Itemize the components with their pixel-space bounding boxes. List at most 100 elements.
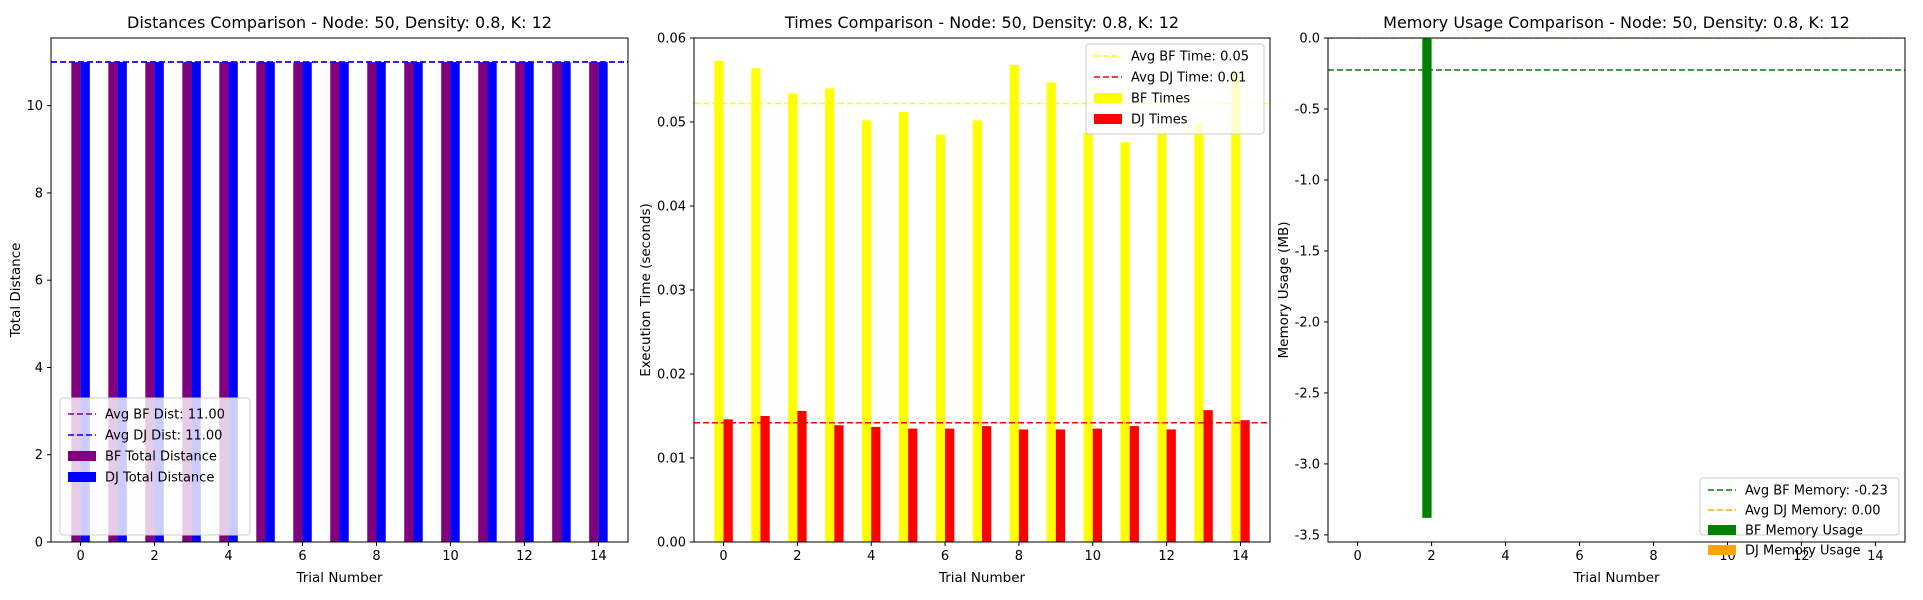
- bar-dj-total-distance-6: [302, 62, 312, 542]
- x-tick-label: 12: [1793, 549, 1810, 564]
- x-axis-label: Trial Number: [295, 570, 383, 586]
- bar-bf-total-distance-9: [404, 62, 414, 542]
- y-tick-label: 4: [35, 361, 43, 376]
- bar-bf-total-distance-5: [256, 62, 266, 542]
- bar-bf-times-11: [1120, 142, 1130, 542]
- y-tick-label: 0.03: [657, 284, 686, 299]
- legend-bar-swatch: [1094, 114, 1122, 124]
- y-tick-label: 0.04: [657, 200, 686, 215]
- legend-entry-label: DJ Memory Usage: [1745, 544, 1860, 559]
- y-tick-label: 0: [35, 536, 43, 551]
- y-tick-label: -0.5: [1295, 102, 1320, 117]
- x-axis-label: Trial Number: [938, 570, 1026, 586]
- bar-dj-total-distance-5: [265, 62, 275, 542]
- bar-bf-total-distance-14: [589, 62, 599, 542]
- x-tick-label: 10: [1084, 549, 1101, 564]
- chart-panel-3: 0 2 4 6 8 10 12 140.0-0.5-1.0-1.5-2.0-2.5-3.0-3…: [1276, 13, 1906, 586]
- x-tick-label: 6: [941, 549, 949, 564]
- legend-bar-swatch: [1094, 93, 1122, 103]
- bar-dj-times-12: [1166, 429, 1176, 542]
- y-tick-label: -2.0: [1295, 315, 1320, 330]
- y-tick-label: 6: [35, 274, 43, 289]
- y-axis-label: Total Distance: [8, 243, 24, 339]
- bar-bf-times-8: [1009, 64, 1019, 542]
- legend-entry-label: BF Times: [1131, 92, 1190, 107]
- bar-bf-total-distance-4: [219, 62, 229, 542]
- legend-entry-label: Avg BF Time: 0.05: [1131, 50, 1249, 65]
- bar-dj-total-distance-10: [450, 62, 460, 542]
- x-tick-label: 0: [76, 549, 84, 564]
- bar-bf-total-distance-6: [293, 62, 303, 542]
- x-tick-label: 6: [298, 549, 306, 564]
- y-tick-label: -3.0: [1295, 457, 1320, 472]
- legend-bar-swatch: [1708, 525, 1736, 535]
- y-tick-label: 10: [26, 99, 43, 114]
- bar-dj-times-1: [760, 416, 770, 542]
- x-tick-label: 14: [590, 549, 607, 564]
- legend-box: [59, 397, 251, 536]
- bar-bf-total-distance-8: [367, 62, 377, 542]
- y-axis-label: Execution Time (seconds): [638, 203, 654, 377]
- legend-entry-label: DJ Total Distance: [105, 471, 214, 486]
- y-tick-label: -1.5: [1295, 244, 1320, 259]
- legend-entry-label: Avg BF Memory: -0.23: [1745, 484, 1888, 499]
- x-tick-label: 10: [442, 549, 459, 564]
- bar-dj-total-distance-12: [524, 62, 534, 542]
- bar-bf-times-3: [825, 88, 835, 542]
- axes-frame: [50, 37, 629, 543]
- bar-dj-times-9: [1055, 429, 1066, 542]
- bar-dj-total-distance-9: [413, 62, 423, 542]
- bar-bf-times-9: [1046, 82, 1056, 542]
- x-axis-label: Trial Number: [1572, 570, 1660, 586]
- bar-bf-total-distance-13: [552, 62, 562, 542]
- bar-dj-times-5: [908, 428, 918, 542]
- bar-dj-times-14: [1240, 420, 1250, 542]
- bar-bf-total-distance-2: [145, 62, 155, 542]
- legend: Avg BF Dist: 11.00 Avg DJ Dist: 11.00 BF T…: [59, 397, 251, 536]
- legend: Avg BF Memory: -0.23 Avg DJ Memory: 0.00 B…: [1699, 477, 1900, 559]
- bar-bf-total-distance-12: [515, 62, 525, 542]
- bar-dj-times-10: [1092, 428, 1102, 542]
- y-tick-label: 0.00: [657, 536, 686, 551]
- x-tick-label: 12: [516, 549, 533, 564]
- bar-bf-times-7: [972, 120, 982, 542]
- chart-title: Memory Usage Comparison - Node: 50, Dens…: [1383, 13, 1850, 32]
- legend-entry-label: Avg DJ Memory: 0.00: [1745, 504, 1881, 519]
- bar-dj-times-6: [945, 428, 955, 542]
- bar-dj-times-11: [1129, 426, 1139, 542]
- x-tick-label: 6: [1575, 549, 1583, 564]
- x-tick-label: 14: [1867, 549, 1884, 564]
- y-tick-label: 0.06: [657, 32, 686, 47]
- bar-bf-times-13: [1194, 122, 1204, 542]
- bar-dj-times-0: [723, 419, 733, 542]
- bar-bf-times-5: [898, 111, 909, 542]
- bar-bf-total-distance-0: [71, 62, 81, 542]
- chart-panel-1: 0 2 4 6 8 10 12 14 0 2 4 6 8 10 Distances Comparison -…: [8, 13, 629, 586]
- x-tick-label: 14: [1232, 549, 1249, 564]
- legend-entry-label: DJ Times: [1131, 113, 1188, 128]
- y-tick-label: 2: [35, 448, 43, 463]
- bar-dj-total-distance-8: [376, 62, 386, 542]
- y-axis-label: Memory Usage (MB): [1276, 222, 1292, 359]
- legend-entry-label: Avg DJ Time: 0.01: [1131, 71, 1246, 86]
- x-tick-label: 8: [1649, 549, 1657, 564]
- y-tick-label: -1.0: [1295, 173, 1320, 188]
- y-tick-label: 8: [35, 186, 43, 201]
- bar-bf-times-10: [1083, 132, 1093, 542]
- legend-box: [1085, 43, 1265, 135]
- bar-bf-times-1: [751, 68, 761, 542]
- plot-area: [51, 61, 628, 542]
- legend-entry-label: BF Memory Usage: [1745, 524, 1863, 539]
- bar-bf-total-distance-10: [441, 62, 451, 542]
- bar-dj-total-distance-13: [561, 62, 571, 542]
- bar-bf-memory-usage-2: [1422, 38, 1432, 518]
- plot-area: [694, 60, 1270, 542]
- x-tick-label: 12: [1158, 549, 1175, 564]
- y-tick-label: 0.05: [657, 116, 686, 131]
- x-tick-label: 0: [719, 549, 727, 564]
- legend: Avg BF Time: 0.05 Avg DJ Time: 0.01 BF Tim…: [1085, 43, 1265, 135]
- bar-bf-times-6: [935, 134, 946, 542]
- x-tick-label: 2: [793, 549, 801, 564]
- bar-bf-times-0: [714, 60, 724, 542]
